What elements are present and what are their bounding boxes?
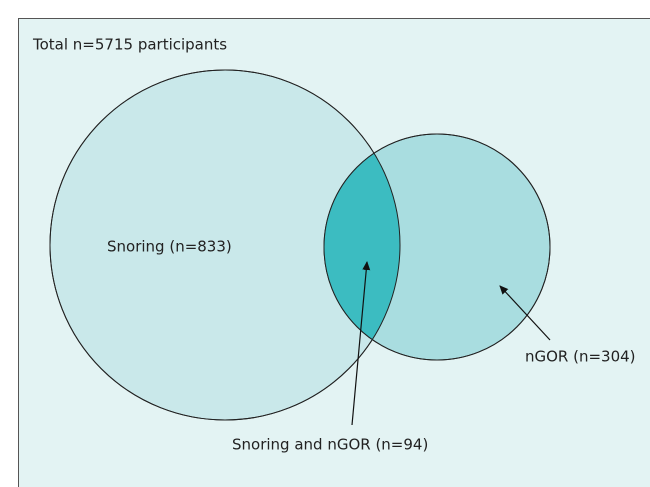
ngor-arrow [499,285,551,341]
total-label: Total n=5715 participants [32,36,227,54]
intersection-region [324,134,400,360]
ngor-label: nGOR (n=304) [525,348,636,366]
snoring-label: Snoring (n=833) [107,238,232,256]
snoring-outline [49,69,401,421]
intersection-label: Snoring and nGOR (n=94) [232,436,428,454]
intersection-arrow [351,261,371,426]
ngor-outline [323,133,551,361]
